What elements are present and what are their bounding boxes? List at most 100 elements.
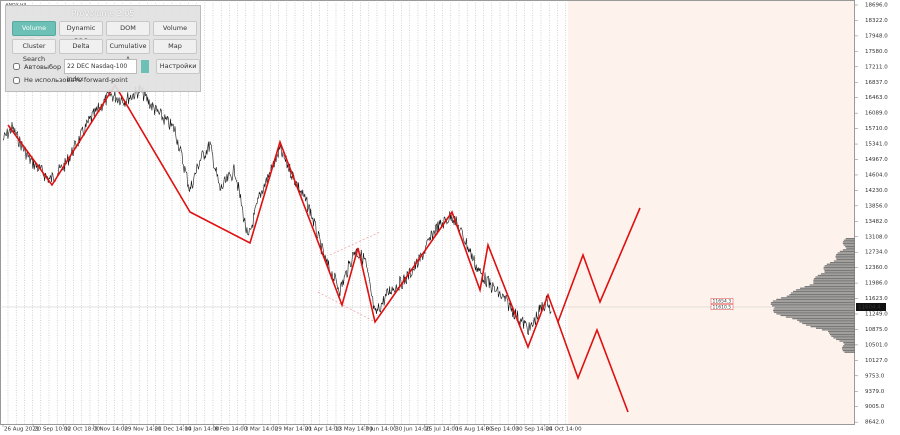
price-label: 8642.0: [865, 420, 885, 426]
level-label: 11654.3: [713, 299, 732, 305]
future-area: [568, 0, 855, 424]
volume-bar: [831, 335, 855, 337]
price-label: 13108.0: [865, 234, 888, 240]
price-label: 11623.0: [865, 296, 888, 302]
volume-bar: [799, 287, 855, 289]
forward-label: Не использовать forward-point: [24, 76, 128, 84]
volume-bar: [833, 337, 855, 339]
time-label: 12 Oct 18:00: [64, 427, 100, 433]
time-label: 29 Mar 14:00: [275, 427, 312, 433]
time-label: 26 Aug 2021: [4, 427, 39, 433]
volume-bar: [797, 319, 855, 321]
volume-bar: [770, 302, 855, 304]
channel-line: [317, 291, 376, 323]
time-label: 13 May 14:00: [335, 427, 373, 433]
price-label: 16089.0: [865, 111, 888, 117]
volume-bar: [790, 292, 855, 294]
price-label: 14967.0: [865, 157, 888, 163]
volume-bar: [845, 246, 855, 248]
time-label: 16 Aug 14:00: [456, 427, 494, 433]
volume-bar: [773, 310, 855, 312]
volume-bar: [836, 338, 855, 341]
auto-checkbox[interactable]: [13, 63, 20, 70]
dropdown[interactable]: [141, 60, 150, 73]
price-label: 10875.0: [865, 327, 888, 333]
volume-bar: [813, 278, 855, 280]
volume-bar: [844, 343, 855, 345]
panel-button[interactable]: Volume: [153, 21, 197, 36]
volume-bar: [842, 346, 855, 349]
panel-button[interactable]: Dynamic POC: [59, 21, 103, 45]
volume-bar: [842, 241, 855, 243]
settings-button[interactable]: Настройки: [156, 59, 200, 74]
volume-bar: [804, 286, 855, 288]
volume-bar: [786, 295, 855, 297]
zigzag: [7, 83, 641, 350]
price-label: 13856.0: [865, 203, 888, 209]
volume-bar: [810, 326, 855, 328]
volume-bar: [809, 284, 855, 286]
time-label: 29 Nov 14:00: [124, 427, 162, 433]
panel-title: ProVolume 2.05: [71, 9, 135, 18]
panel-button[interactable]: Cumulative Δ: [106, 39, 150, 63]
instrument-row: Автовыбор 22 DEC Nasdaq-100 Index Настро…: [13, 59, 200, 83]
volume-bar: [781, 297, 855, 299]
volume-bar: [793, 290, 855, 293]
instrument-input[interactable]: 22 DEC Nasdaq-100 Index: [64, 59, 138, 83]
price-label: 12734.0: [865, 250, 888, 256]
time-label: 8 Feb 14:00: [215, 427, 248, 433]
level-box: [710, 298, 734, 304]
chart-frame: [0, 0, 855, 425]
volume-bar: [823, 268, 855, 270]
volume-bar: [839, 340, 855, 342]
volume-bar: [845, 238, 855, 240]
panel-button[interactable]: Volume Profile: [12, 21, 56, 45]
volume-bar: [824, 271, 855, 273]
volume-bar: [823, 266, 855, 269]
price-label: 18322.0: [865, 18, 888, 24]
volume-bar: [773, 311, 855, 313]
time-label: 21 Apr 14:00: [305, 427, 341, 433]
price-label: 17580.0: [865, 49, 888, 55]
level-box: [710, 304, 734, 310]
volume-bar: [785, 316, 855, 318]
volume-bar: [836, 258, 855, 261]
volume-bar: [799, 321, 855, 323]
panel-button[interactable]: Map: [153, 39, 197, 54]
current-price-box: [856, 303, 886, 311]
forward-checkbox[interactable]: [13, 76, 20, 84]
volume-bar: [792, 318, 855, 320]
button-grid: Volume ProfileDynamic POCDOMVolume Cluste…: [12, 21, 200, 63]
time-label: 21 Dec 14:00: [155, 427, 192, 433]
volume-bar: [824, 270, 855, 272]
volume-bar: [774, 306, 855, 309]
volume-bar: [842, 242, 855, 245]
volume-bar: [842, 345, 855, 347]
time-label: 3 Nov 14:00: [94, 427, 128, 433]
price-label: 14230.0: [865, 188, 888, 194]
volume-bar: [776, 298, 855, 301]
volume-bar: [833, 260, 855, 262]
volume-bar: [839, 250, 855, 253]
volume-bar: [843, 239, 855, 241]
panel-button[interactable]: Delta: [59, 39, 103, 54]
volume-bar: [813, 279, 855, 281]
time-label: 3 Mar 14:00: [245, 427, 279, 433]
volume-bar: [842, 350, 855, 352]
volume-bar: [844, 351, 855, 353]
channel-line: [329, 231, 381, 256]
price-label: 15341.0: [865, 142, 888, 148]
panel-button[interactable]: DOM: [106, 21, 150, 36]
price-label: 9379.0: [865, 389, 885, 395]
volume-bar: [830, 262, 855, 264]
price-line: [2, 84, 552, 336]
volume-bar: [841, 348, 855, 350]
price-label: 13482.0: [865, 219, 888, 225]
volume-bar: [826, 263, 855, 265]
volume-bar: [827, 330, 855, 333]
panel-button[interactable]: Cluster Search: [12, 39, 56, 63]
price-label: 12360.0: [865, 265, 888, 271]
price-label: 16837.0: [865, 80, 888, 86]
volume-bar: [846, 247, 855, 249]
